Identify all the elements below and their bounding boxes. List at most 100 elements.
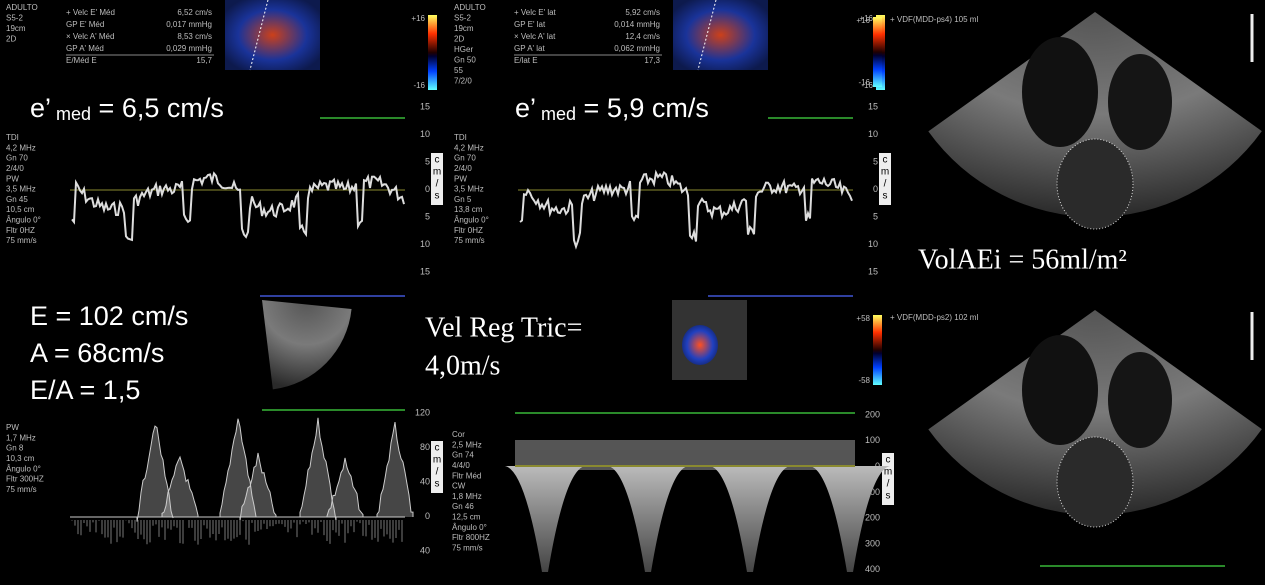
label: Gn 46 — [452, 502, 474, 511]
label: 40 — [420, 545, 430, 555]
label: Gn 5 — [454, 195, 472, 204]
label: 80 — [420, 442, 430, 452]
label: 0 — [875, 461, 880, 471]
label: 2,5 MHz — [452, 440, 482, 449]
label: 10 — [868, 129, 878, 139]
overlay-part: = 6,5 cm/s — [91, 93, 224, 123]
label: GP A' lat — [514, 44, 546, 53]
label: Gn 45 — [6, 195, 28, 204]
label: 40 — [420, 476, 430, 486]
label: 13,8 cm — [454, 205, 483, 214]
color-bar — [873, 17, 882, 87]
label: 1,7 MHz — [6, 433, 36, 442]
label: × Velc A' Méd — [66, 32, 114, 41]
label: -16 — [858, 78, 870, 87]
label: 5 — [873, 156, 878, 166]
label: c — [435, 443, 440, 454]
label: Gn 74 — [452, 451, 474, 460]
label: -16 — [413, 81, 425, 90]
label: +16 — [856, 16, 870, 25]
label: 10 — [420, 239, 430, 249]
cursor-line — [697, 0, 717, 71]
label: TDI — [6, 133, 19, 142]
label: 10 — [868, 239, 878, 249]
label: +16 — [411, 14, 425, 23]
label: 19cm — [454, 24, 474, 33]
unit-box — [879, 153, 891, 205]
label: 100 — [865, 435, 880, 445]
overlay-text: VolAEi = 56ml/m² — [918, 244, 1127, 275]
label: Cor — [452, 430, 465, 439]
regurgitant-jet — [810, 466, 890, 572]
regurgitant-jet — [608, 466, 688, 572]
label: ADULTO — [6, 3, 38, 12]
label: m — [433, 455, 441, 466]
label: c — [883, 155, 888, 166]
label: 0,014 mmHg — [614, 20, 660, 29]
velocity-trace — [519, 169, 853, 250]
atrium-trace — [1056, 138, 1134, 230]
label: +58 — [856, 314, 870, 323]
label: 15 — [868, 101, 878, 111]
label: CW — [452, 482, 466, 491]
label: 15 — [868, 266, 878, 276]
label: 200 — [865, 513, 880, 523]
overlay-part: = 5,9 cm/s — [576, 93, 709, 123]
label: 10,3 cm — [6, 454, 35, 463]
label: s — [435, 191, 440, 202]
label: Fltr 800HZ — [452, 533, 490, 542]
label: Fltr Méd — [452, 471, 481, 480]
label: m — [884, 467, 892, 478]
label: 400 — [865, 564, 880, 574]
unit-box — [431, 441, 443, 493]
label: / — [436, 467, 439, 478]
label: Ângulo 0° — [6, 464, 41, 473]
label: s — [435, 479, 440, 490]
velocity-trace — [71, 171, 405, 242]
label: 200 — [865, 409, 880, 419]
label: 0,017 mmHg — [166, 20, 212, 29]
label: 4/4/0 — [452, 461, 470, 470]
label: 1,8 MHz — [452, 492, 482, 501]
overlay-text: Vel Reg Tric= — [425, 312, 582, 343]
label: / — [887, 479, 890, 490]
regurgitant-jet — [710, 466, 790, 572]
label: 100 — [865, 487, 880, 497]
doppler-envelope — [376, 422, 414, 517]
label: +16 — [859, 14, 873, 23]
label: 15 — [420, 101, 430, 111]
overlay-part: med — [51, 104, 91, 124]
overlay-text: E = 102 cm/s — [30, 301, 188, 331]
label: 2/4/0 — [6, 164, 24, 173]
label: 75 mm/s — [6, 485, 37, 494]
label: E/lat E — [514, 56, 538, 65]
label: PW — [454, 174, 467, 183]
overlay-part: med — [536, 104, 576, 124]
label: GP A' Méd — [66, 44, 104, 53]
label: 0 — [425, 511, 430, 521]
overlay-text: 4,0m/s — [425, 350, 500, 381]
label: 2D — [454, 35, 464, 44]
label: -58 — [858, 376, 870, 385]
label: 0,029 mmHg — [166, 44, 212, 53]
label: 2/4/0 — [454, 164, 472, 173]
label: 10 — [420, 129, 430, 139]
label: -16 — [861, 81, 873, 90]
label: 5 — [425, 211, 430, 221]
overlay-text: E/A = 1,5 — [30, 375, 140, 405]
doppler-envelope — [161, 455, 199, 517]
label: S5-2 — [454, 14, 471, 23]
label: / — [436, 179, 439, 190]
label: × Velc A' lat — [514, 32, 556, 41]
label: s — [886, 491, 891, 502]
label: c — [435, 155, 440, 166]
atrium-trace — [1056, 436, 1134, 528]
label: Gn 8 — [6, 444, 24, 453]
overlay-part: e’ — [515, 93, 536, 123]
label: Ângulo 0° — [6, 216, 41, 225]
label: + VDF(MDD-ps4) 105 ml — [890, 15, 978, 24]
label: Gn 50 — [454, 56, 476, 65]
chamber — [1108, 54, 1172, 150]
label: 5 — [425, 156, 430, 166]
